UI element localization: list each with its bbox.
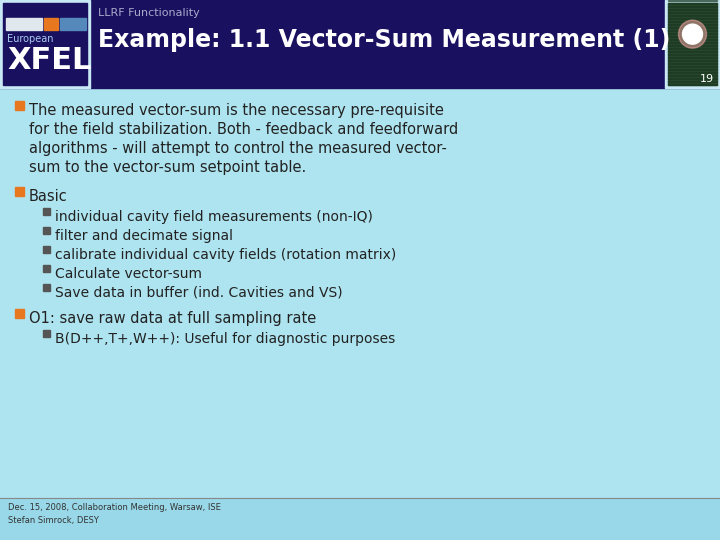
Bar	[6, 18, 42, 30]
Bar	[668, 65, 717, 67]
Bar	[0, 498, 720, 540]
Bar	[43, 330, 50, 337]
Bar	[15, 101, 24, 110]
Bar	[668, 5, 717, 7]
Text: Basic: Basic	[29, 189, 68, 204]
Bar	[668, 80, 717, 82]
Bar	[668, 24, 717, 25]
Bar	[668, 17, 717, 19]
Bar	[668, 78, 717, 79]
Bar	[668, 30, 717, 31]
Bar	[0, 0, 720, 88]
Text: European: European	[7, 34, 53, 44]
Bar	[668, 15, 717, 16]
Bar	[15, 309, 24, 318]
Bar	[668, 57, 717, 58]
Bar	[668, 44, 717, 46]
Bar	[668, 53, 717, 55]
Bar	[668, 32, 717, 34]
Bar	[668, 36, 717, 37]
Bar	[668, 11, 717, 13]
Bar	[668, 3, 717, 4]
Bar	[668, 26, 717, 28]
Bar	[43, 227, 50, 234]
Text: XFEL: XFEL	[7, 46, 91, 75]
Bar	[44, 18, 58, 30]
Bar	[668, 51, 717, 52]
Text: individual cavity field measurements (non-IQ): individual cavity field measurements (no…	[55, 210, 373, 224]
Bar	[3, 3, 87, 85]
Bar	[43, 284, 50, 291]
Bar	[668, 69, 717, 70]
Bar	[43, 246, 50, 253]
Text: Example: 1.1 Vector-Sum Measurement (1): Example: 1.1 Vector-Sum Measurement (1)	[98, 28, 670, 52]
Bar	[668, 3, 717, 85]
Bar	[43, 265, 50, 272]
Text: sum to the vector-sum setpoint table.: sum to the vector-sum setpoint table.	[29, 160, 306, 175]
Bar	[668, 59, 717, 61]
Circle shape	[678, 20, 706, 48]
Bar	[668, 0, 717, 1]
Text: LLRF Functionality: LLRF Functionality	[98, 8, 199, 18]
Bar	[668, 75, 717, 76]
Bar	[665, 0, 720, 88]
Bar	[668, 42, 717, 43]
Text: Save data in buffer (ind. Cavities and VS): Save data in buffer (ind. Cavities and V…	[55, 286, 343, 300]
Bar	[60, 18, 86, 30]
Bar	[668, 21, 717, 22]
Bar	[668, 71, 717, 73]
Bar	[668, 38, 717, 40]
Bar	[668, 84, 717, 85]
Text: for the field stabilization. Both - feedback and feedforward: for the field stabilization. Both - feed…	[29, 122, 458, 137]
Bar	[43, 208, 50, 215]
Text: 19: 19	[700, 74, 714, 84]
Text: The measured vector-sum is the necessary pre-requisite: The measured vector-sum is the necessary…	[29, 103, 444, 118]
Text: O1: save raw data at full sampling rate: O1: save raw data at full sampling rate	[29, 311, 316, 326]
Text: Calculate vector-sum: Calculate vector-sum	[55, 267, 202, 281]
Bar	[668, 63, 717, 64]
Text: calibrate individual cavity fields (rotation matrix): calibrate individual cavity fields (rota…	[55, 248, 396, 262]
Bar	[668, 48, 717, 49]
Text: B(D++,T+,W++): Useful for diagnostic purposes: B(D++,T+,W++): Useful for diagnostic pur…	[55, 332, 395, 346]
Bar	[668, 9, 717, 10]
Text: filter and decimate signal: filter and decimate signal	[55, 229, 233, 243]
Circle shape	[683, 24, 703, 44]
Text: Stefan Simrock, DESY: Stefan Simrock, DESY	[8, 516, 99, 525]
Text: Dec. 15, 2008, Collaboration Meeting, Warsaw, ISE: Dec. 15, 2008, Collaboration Meeting, Wa…	[8, 503, 221, 512]
Bar	[0, 0, 90, 88]
Bar	[15, 187, 24, 196]
Text: algorithms - will attempt to control the measured vector-: algorithms - will attempt to control the…	[29, 141, 447, 156]
